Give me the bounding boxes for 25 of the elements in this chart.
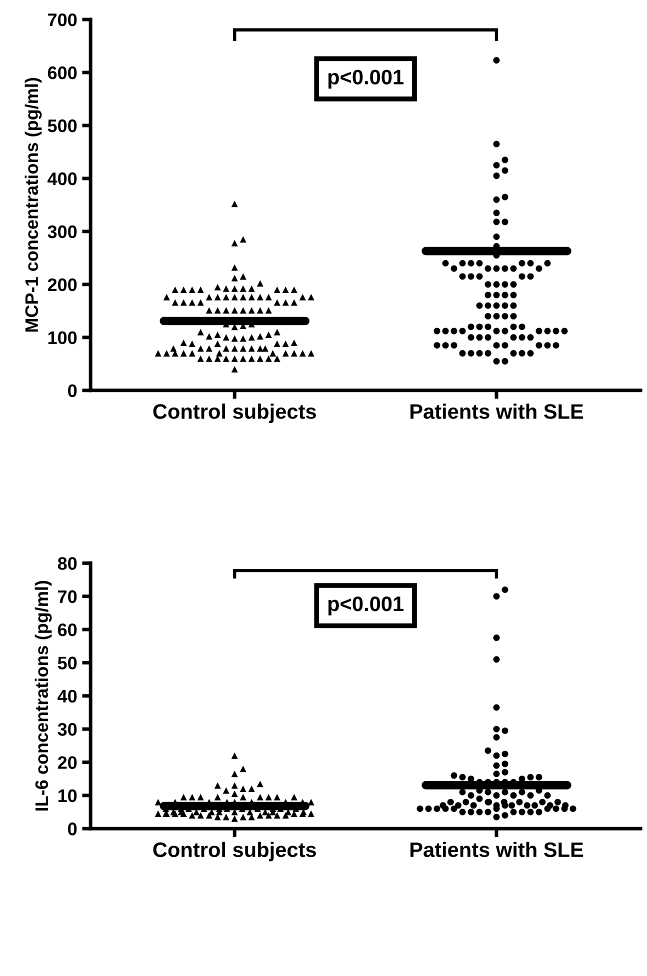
x-tick-label: Control subjects <box>153 842 316 862</box>
y-tick-label: 400 <box>48 172 77 186</box>
y-tick-label: 40 <box>58 690 77 703</box>
y-tick-label: 70 <box>58 590 77 604</box>
y-tick-label: 100 <box>48 331 77 344</box>
y-tick-label: 0 <box>68 384 77 398</box>
y-tick-label: 500 <box>48 119 77 132</box>
annotation: p<0.001 <box>328 596 404 616</box>
y-tick-label: 30 <box>58 723 77 736</box>
y-tick-label: 60 <box>58 623 77 636</box>
y-tick-label: 50 <box>58 656 77 670</box>
x-tick-label: Patients with SLE <box>410 404 584 419</box>
y-tick-label: 600 <box>48 66 77 80</box>
annotation: p<0.001 <box>328 70 404 89</box>
y-axis-title: MCP-1 concentrations (pg/ml) <box>24 78 42 332</box>
y-tick-label: 200 <box>48 278 77 292</box>
y-tick-label: 300 <box>48 225 77 238</box>
y-tick-label: 80 <box>58 557 77 570</box>
y-axis-title: IL-6 concentrations (pg/ml) <box>34 580 52 811</box>
y-tick-label: 0 <box>68 822 77 836</box>
y-tick-label: 10 <box>58 789 77 802</box>
x-tick-label: Control subjects <box>153 404 316 424</box>
y-tick-label: 700 <box>48 13 77 26</box>
x-tick-label: Patients with SLE <box>410 842 584 858</box>
y-tick-label: 20 <box>58 756 77 769</box>
